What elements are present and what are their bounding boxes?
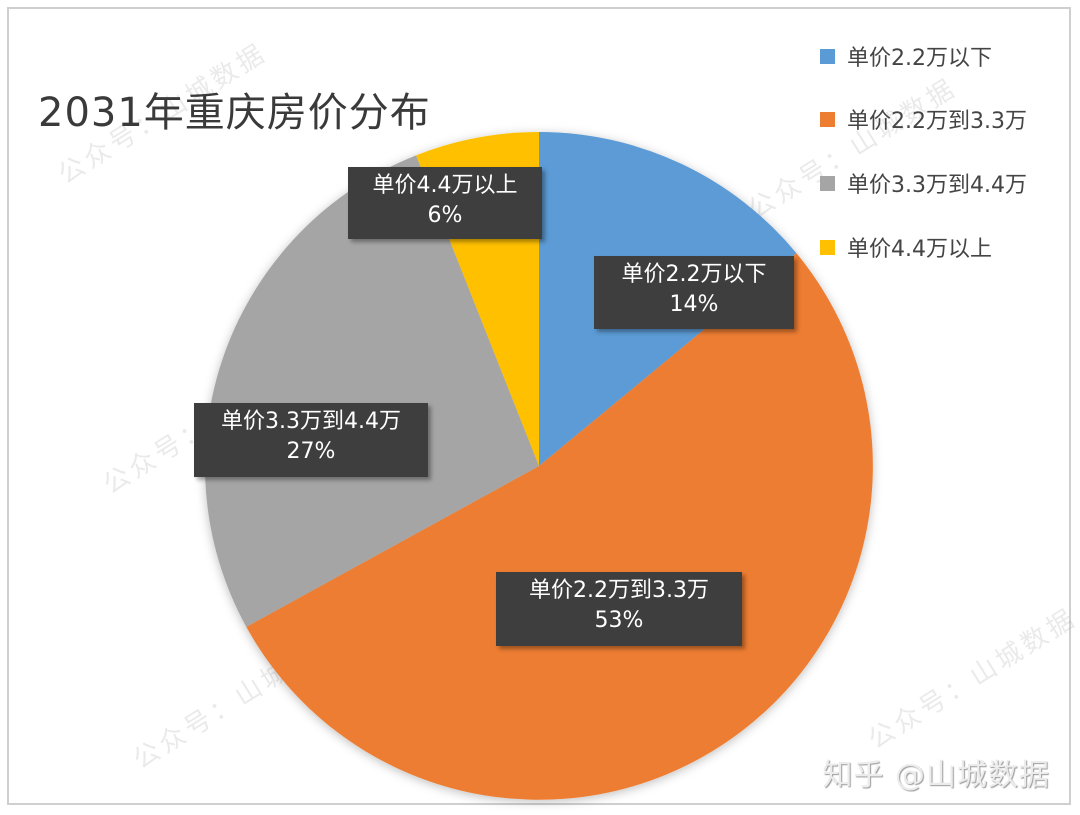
data-label-category: 单价3.3万到4.4万 xyxy=(221,409,401,434)
source-credit: 知乎 @山城数据 xyxy=(822,758,1050,793)
data-label-percent: 53% xyxy=(594,608,644,633)
data-label-percent: 14% xyxy=(669,292,719,317)
legend-label: 单价3.3万到4.4万 xyxy=(847,173,1027,198)
legend-label: 单价2.2万到3.3万 xyxy=(847,109,1027,134)
data-label-3.3-to-4.4: 单价3.3万到4.4万 27% xyxy=(194,403,428,477)
legend-label: 单价2.2万以下 xyxy=(847,46,992,71)
data-label-category: 单价4.4万以上 xyxy=(372,173,518,198)
legend-label: 单价4.4万以上 xyxy=(847,237,992,262)
legend-item: 单价3.3万到4.4万 xyxy=(820,168,1027,198)
pie-slice-3.3-to-4.4 xyxy=(204,155,539,627)
pie-slice-2.2-to-3.3 xyxy=(246,253,873,800)
legend-swatch-gray xyxy=(820,175,835,191)
legend-swatch-orange xyxy=(820,111,835,127)
legend-swatch-yellow xyxy=(820,239,835,255)
legend-item: 单价2.2万以下 xyxy=(820,41,992,71)
chart-title: 2031年重庆房价分布 xyxy=(38,90,431,136)
data-label-above-4.4: 单价4.4万以上 6% xyxy=(348,167,542,239)
legend-item: 单价2.2万到3.3万 xyxy=(820,104,1027,134)
data-label-percent: 27% xyxy=(286,439,336,464)
data-label-2.2-to-3.3: 单价2.2万到3.3万 53% xyxy=(496,572,742,646)
legend-swatch-blue xyxy=(820,48,835,64)
data-label-below-2.2: 单价2.2万以下 14% xyxy=(594,256,794,329)
legend-item: 单价4.4万以上 xyxy=(820,232,992,262)
data-label-category: 单价2.2万以下 xyxy=(621,262,767,287)
data-label-category: 单价2.2万到3.3万 xyxy=(529,578,709,603)
data-label-percent: 6% xyxy=(427,203,463,228)
